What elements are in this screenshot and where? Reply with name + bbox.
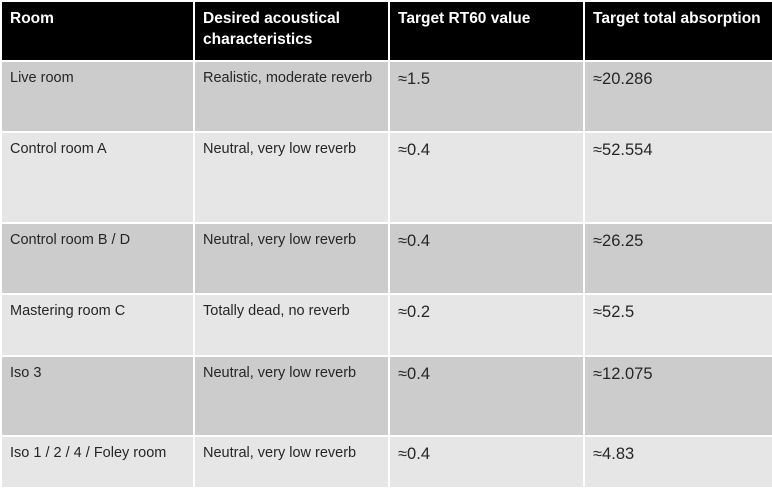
table-row: Iso 3 Neutral, very low reverb ≈0.4 ≈12.… [0,355,772,437]
cell-absorption: ≈52.5 [583,293,772,357]
cell-rt60: ≈0.4 [388,131,585,224]
table-row: Mastering room C Totally dead, no reverb… [0,293,772,357]
cell-characteristics: Neutral, very low reverb [193,435,390,489]
header-absorption: Target total absorption [583,0,772,62]
header-row: Room Desired acoustical characteristics … [0,0,772,62]
cell-characteristics: Neutral, very low reverb [193,131,390,224]
cell-characteristics: Neutral, very low reverb [193,355,390,437]
cell-rt60: ≈0.2 [388,293,585,357]
cell-absorption: ≈4.83 [583,435,772,489]
cell-rt60: ≈0.4 [388,355,585,437]
header-rt60: Target RT60 value [388,0,585,62]
cell-characteristics: Totally dead, no reverb [193,293,390,357]
cell-rt60: ≈0.4 [388,222,585,295]
table-row: Iso 1 / 2 / 4 / Foley room Neutral, very… [0,435,772,489]
cell-absorption: ≈52.554 [583,131,772,224]
cell-room: Iso 1 / 2 / 4 / Foley room [0,435,195,489]
header-characteristics: Desired acoustical characteristics [193,0,390,62]
table-row: Control room A Neutral, very low reverb … [0,131,772,224]
table-row: Live room Realistic, moderate reverb ≈1.… [0,60,772,133]
cell-room: Control room B / D [0,222,195,295]
table-header: Room Desired acoustical characteristics … [0,0,772,62]
table-row: Control room B / D Neutral, very low rev… [0,222,772,295]
cell-room: Live room [0,60,195,133]
cell-room: Control room A [0,131,195,224]
cell-room: Mastering room C [0,293,195,357]
cell-characteristics: Realistic, moderate reverb [193,60,390,133]
cell-rt60: ≈1.5 [388,60,585,133]
cell-absorption: ≈12.075 [583,355,772,437]
cell-characteristics: Neutral, very low reverb [193,222,390,295]
cell-absorption: ≈20.286 [583,60,772,133]
header-room: Room [0,0,195,62]
cell-room: Iso 3 [0,355,195,437]
table-body: Live room Realistic, moderate reverb ≈1.… [0,60,772,489]
cell-absorption: ≈26.25 [583,222,772,295]
cell-rt60: ≈0.4 [388,435,585,489]
